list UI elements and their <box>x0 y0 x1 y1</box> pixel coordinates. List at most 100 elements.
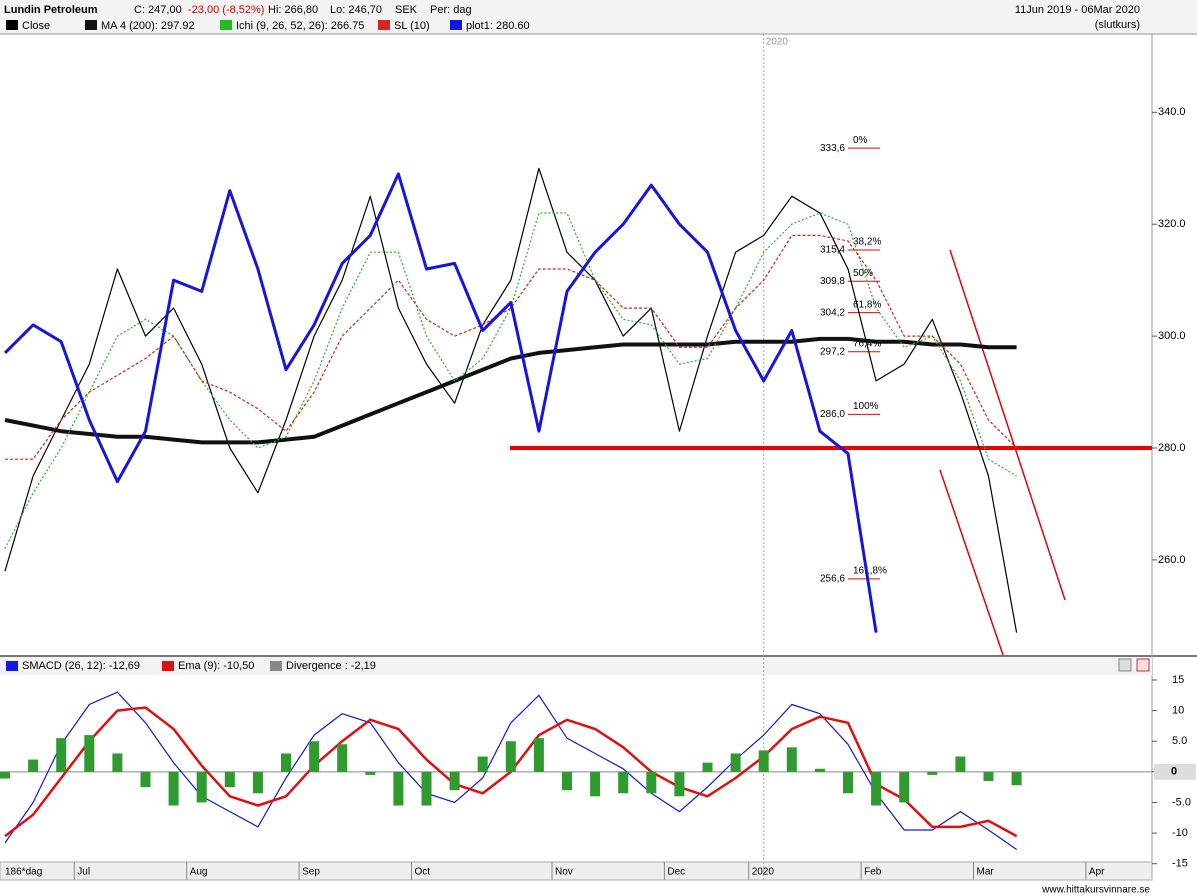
divergence-bar <box>618 771 629 794</box>
legend-swatch <box>378 20 390 30</box>
divergence-bar <box>533 738 544 772</box>
divergence-bar <box>927 771 938 775</box>
divergence-bar <box>224 771 235 788</box>
legend-label: SL (10) <box>394 20 430 32</box>
legend-swatch <box>220 20 232 30</box>
divergence-bar <box>28 759 39 772</box>
x-tick-label: Aug <box>190 867 208 878</box>
fib-price: 304,2 <box>820 307 845 318</box>
y-tick-label: -10 <box>1172 827 1188 839</box>
legend-label: SMACD (26, 12): -12,69 <box>22 660 140 672</box>
y-tick-label: 15 <box>1172 674 1184 686</box>
fib-percent: 0% <box>853 135 868 146</box>
divergence-bar <box>562 771 572 791</box>
close-button[interactable] <box>1136 658 1150 672</box>
zero-box <box>1154 763 1196 780</box>
fib-percent: 50% <box>853 268 873 279</box>
x-tick-label: 2020 <box>752 867 775 878</box>
divergence-bar <box>337 744 348 772</box>
x-tick-label: Oct <box>415 867 431 878</box>
divergence-bar <box>955 756 966 772</box>
divergence-bar <box>252 771 263 794</box>
divergence-bar <box>590 771 601 797</box>
y-tick-label: 300.0 <box>1158 330 1186 342</box>
x-tick-label: Jul <box>77 867 90 878</box>
legend-label: MA 4 (200): 297.92 <box>101 20 195 32</box>
divergence-bar <box>0 771 10 779</box>
divergence-bar <box>871 771 882 806</box>
fib-price: 297,2 <box>820 346 845 357</box>
header-bar <box>0 0 1197 34</box>
legend-label: Close <box>22 20 50 32</box>
x-tick-label: Feb <box>864 867 882 878</box>
x-tick-label: Sep <box>302 867 320 878</box>
fib-price: 315,4 <box>820 245 845 256</box>
fib-percent: 38,2% <box>853 237 881 248</box>
divergence-bar <box>196 771 207 803</box>
x-tick-label: Mar <box>977 867 995 878</box>
legend-swatch <box>6 661 18 671</box>
legend-label: Divergence : -2,19 <box>286 660 376 672</box>
series-line <box>4 212 1017 549</box>
stock-title: Lundin Petroleum <box>4 4 98 16</box>
divergence-bar <box>702 762 713 772</box>
divergence-bar <box>309 741 320 772</box>
divergence-bar <box>758 750 769 772</box>
series-line <box>5 234 1018 460</box>
divergence-bar <box>505 741 516 772</box>
close-value: C: 247,00 <box>134 4 182 16</box>
tool-button[interactable] <box>1118 658 1132 672</box>
divergence-bar <box>674 771 685 797</box>
y-tick-label: 5.0 <box>1172 735 1187 747</box>
series-line <box>4 167 1018 633</box>
divergence-bar <box>84 735 95 772</box>
y-tick-label: 10 <box>1172 705 1184 717</box>
footer: www.hittakursvinnare.se <box>1041 885 1150 896</box>
y-tick-label: -5.0 <box>1172 796 1191 808</box>
x-axis-note: 186*dag <box>5 867 42 878</box>
divergence-bar <box>899 771 910 803</box>
x-tick-label: Nov <box>555 867 573 878</box>
date-range: 11Jun 2019 - 06Mar 2020 <box>1015 4 1140 16</box>
x-tick-label: Dec <box>667 867 685 878</box>
year-label: 2020 <box>766 37 789 48</box>
series-line <box>3 172 878 633</box>
legend-swatch <box>270 661 282 671</box>
change-value: -23,00 (-8,52%) <box>188 4 264 16</box>
y-tick-label: -15 <box>1172 858 1188 870</box>
divergence-bar <box>983 771 994 782</box>
divergence-bar <box>421 771 432 806</box>
currency: SEK <box>395 4 418 16</box>
fib-percent: 61,8% <box>853 299 881 310</box>
divergence-bar <box>1011 771 1022 786</box>
series-line <box>4 336 1017 445</box>
legend-swatch <box>85 20 97 30</box>
y-tick-label: 0 <box>1171 766 1177 778</box>
price-mode: (slutkurs) <box>1095 19 1140 31</box>
divergence-bar <box>112 753 123 772</box>
plot-layer: 260.0 280.0 300.0 320.0 340.0 2020 186*dag Jul A… <box>0 20 1196 880</box>
divergence-bar <box>168 771 179 806</box>
divergence-bar <box>140 771 151 788</box>
y-tick-label: 280.0 <box>1158 442 1186 454</box>
y-tick-label: 260.0 <box>1158 554 1186 566</box>
fib-price: 333,6 <box>820 143 845 154</box>
divergence-bar <box>449 771 460 791</box>
x-tick-label: Apr <box>1089 867 1105 878</box>
legend-label: Ema (9): -10,50 <box>178 660 254 672</box>
trend-line <box>939 469 1004 656</box>
x-axis-bar <box>0 861 1153 881</box>
legend-label: plot1: 280.60 <box>466 20 530 32</box>
divergence-bar <box>843 771 853 794</box>
y-tick-label: 340.0 <box>1158 106 1186 118</box>
divergence-bar <box>730 753 741 772</box>
legend-swatch <box>162 661 174 671</box>
fib-price: 286,0 <box>820 409 845 420</box>
macd-header <box>0 657 1152 675</box>
fib-percent: 100% <box>853 401 879 412</box>
y-tick-label: 320.0 <box>1158 218 1186 230</box>
fib-price: 256,6 <box>820 574 845 585</box>
legend-swatch <box>6 20 18 30</box>
divergence-bar <box>477 756 488 772</box>
